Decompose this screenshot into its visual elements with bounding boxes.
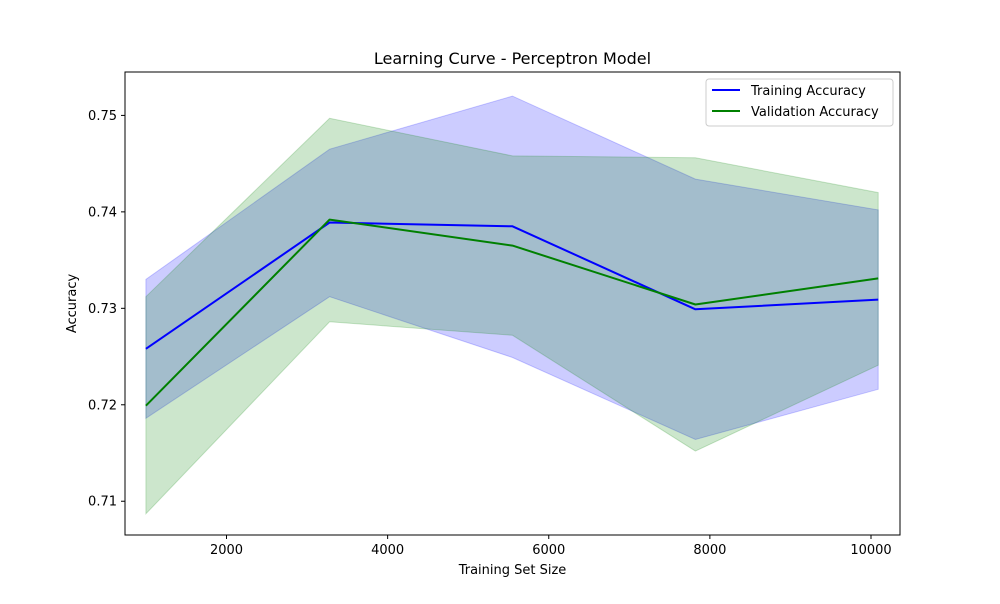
plot-area-frame bbox=[124, 71, 901, 536]
x-tick-label: 10000 bbox=[850, 543, 891, 558]
validation-accuracy-line bbox=[145, 218, 879, 407]
legend-label-validation: Validation Accuracy bbox=[751, 105, 879, 120]
validation-accuracy-band bbox=[145, 117, 879, 516]
x-axis-label: Training Set Size bbox=[458, 563, 567, 578]
x-tick-label: 6000 bbox=[532, 543, 565, 558]
y-axis-label: Accuracy bbox=[65, 274, 80, 334]
y-tick-label: 0.74 bbox=[88, 205, 117, 220]
y-tick-label: 0.73 bbox=[88, 302, 117, 317]
x-tick-label: 2000 bbox=[210, 543, 243, 558]
x-tick-label: 4000 bbox=[371, 543, 404, 558]
y-tick-label: 0.75 bbox=[88, 109, 117, 124]
y-axis-ticks: 0.71 0.72 0.73 0.74 0.75 bbox=[88, 109, 125, 510]
y-tick-label: 0.72 bbox=[88, 398, 117, 413]
chart-title: Learning Curve - Perceptron Model bbox=[374, 49, 651, 68]
training-accuracy-band bbox=[145, 95, 879, 441]
series-lines bbox=[145, 218, 879, 407]
legend-label-training: Training Accuracy bbox=[750, 84, 866, 99]
y-tick-label: 0.71 bbox=[88, 495, 117, 510]
legend-box bbox=[705, 78, 894, 127]
confidence-bands bbox=[145, 95, 879, 516]
x-axis-ticks: 2000 4000 6000 8000 10000 bbox=[210, 535, 892, 558]
legend: Training Accuracy Validation Accuracy bbox=[705, 78, 894, 127]
x-tick-label: 8000 bbox=[693, 543, 726, 558]
training-accuracy-line bbox=[145, 221, 879, 350]
